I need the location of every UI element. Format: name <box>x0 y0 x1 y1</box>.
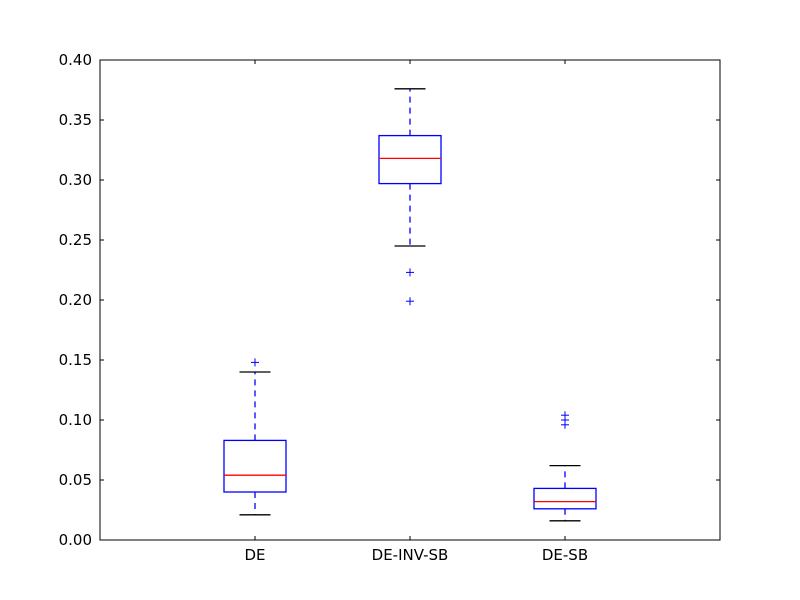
x-axis: DE DE-INV-SB DE-SB <box>244 60 588 564</box>
x-tick-label: DE-INV-SB <box>372 546 449 564</box>
outlier-marker <box>406 297 414 306</box>
x-tick-label: DE-SB <box>542 546 588 564</box>
y-tick-label: 0.40 <box>59 51 92 69</box>
y-tick-label: 0.20 <box>59 291 92 309</box>
outlier-marker <box>406 268 414 277</box>
box-group-de-sb <box>533 411 597 522</box>
iqr-box <box>223 439 287 493</box>
iqr-box <box>533 487 597 510</box>
box-group-de-inv-sb <box>378 88 442 306</box>
y-tick-label: 0.05 <box>59 471 92 489</box>
y-tick-label: 0.15 <box>59 351 92 369</box>
y-tick-label: 0.30 <box>59 171 92 189</box>
y-axis: 0.00 0.05 0.10 0.15 0.20 0.25 0.30 0.35 0.40 <box>59 51 720 549</box>
y-tick-label: 0.25 <box>59 231 92 249</box>
y-tick-label: 0.35 <box>59 111 92 129</box>
y-tick-label: 0.10 <box>59 411 92 429</box>
iqr-box <box>378 134 442 185</box>
x-tick-label: DE <box>244 546 265 564</box>
y-tick-label: 0.00 <box>59 531 92 549</box>
outlier-marker <box>251 358 259 367</box>
plot-area <box>223 88 597 522</box>
box-group-de <box>223 358 287 516</box>
outlier-marker <box>561 411 569 420</box>
